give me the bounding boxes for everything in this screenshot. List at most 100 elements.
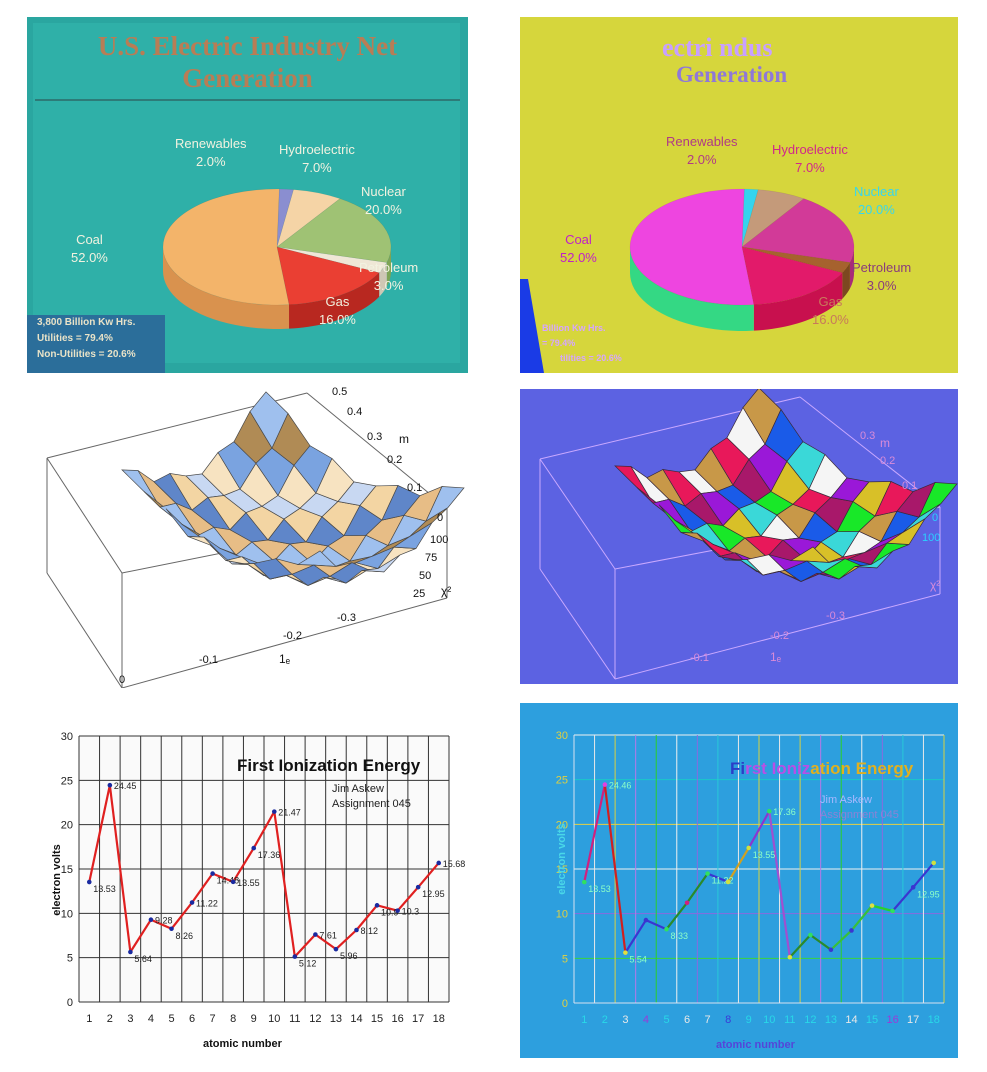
y-tick-label: 20: [61, 820, 73, 832]
recolored-label-hydroelectric: Hydroelectric 7.0%: [772, 142, 848, 175]
data-point: [787, 954, 793, 960]
x-tick-label: 14: [845, 1014, 857, 1026]
surface-patch: [918, 482, 958, 519]
z-tick-label: 0.3: [367, 431, 382, 443]
chi-tick-label: 50: [419, 570, 431, 582]
data-point: [766, 808, 772, 814]
pie-slice-renewables: [741, 188, 759, 248]
surface-plot-panel: 0.5 0.4 0.3 0.2 0.1 0 m 100 75 50 25 χ² -0.3 -0.2 -0.1…: [27, 383, 468, 688]
x-tick-label: 3: [127, 1013, 133, 1025]
recolored-label-petroleum: Petroleum 3.0%: [852, 260, 912, 293]
data-label: 15.68: [443, 859, 466, 869]
pie-side-coal: [630, 247, 754, 331]
pie-slice-coal: [162, 188, 290, 306]
recolored-pie-svg: [520, 188, 855, 373]
data-point: [931, 860, 937, 866]
x-tick-label: 18: [928, 1014, 940, 1026]
x-tick-label: 6: [189, 1013, 195, 1025]
x-tick-label: 15: [866, 1014, 878, 1026]
data-point: [128, 949, 133, 955]
x-tick-label: 11: [289, 1013, 300, 1025]
series-segment: [686, 873, 709, 904]
y-tick-label: 15: [556, 864, 568, 876]
z-axis-label: m: [399, 432, 409, 446]
x-tick-label: 1: [86, 1013, 92, 1025]
series-segment: [912, 862, 935, 889]
series-segment: [396, 886, 419, 912]
data-point: [86, 879, 92, 885]
x-tick-label: 9: [251, 1013, 257, 1025]
series-segment: [809, 934, 832, 951]
data-label: 8.12: [361, 926, 379, 936]
pie-slice-gas: [276, 246, 380, 305]
data-point: [251, 845, 257, 851]
series-segment: [355, 904, 378, 931]
series-segment: [129, 919, 152, 953]
recolored-depth-tick: -0.2: [770, 630, 789, 642]
data-point: [354, 927, 359, 933]
origin-label: 0: [119, 674, 125, 686]
data-point: [436, 860, 442, 866]
x-tick-label: 4: [148, 1013, 154, 1025]
data-point: [333, 946, 339, 952]
recolored-z-tick: 0.3: [860, 430, 875, 442]
left-blue-artifact: [520, 279, 544, 373]
series-segment: [252, 811, 276, 849]
x-tick-label: 9: [746, 1014, 752, 1026]
series-segment: [645, 919, 667, 931]
y-tick-label: 30: [556, 730, 568, 742]
data-label: 13.53: [588, 884, 611, 894]
data-point: [415, 884, 421, 890]
chi-tick-label: 75: [425, 552, 437, 564]
y-tick-label: 30: [61, 731, 73, 743]
recolored-y-axis-label: electron volts: [556, 823, 568, 895]
data-point: [169, 926, 174, 932]
chi-tick-label: 25: [413, 588, 425, 600]
series-segment: [768, 811, 791, 958]
slice-label-hydroelectric: Hydroelectric 7.0%: [279, 142, 355, 175]
data-point: [869, 903, 875, 908]
data-label: 24.45: [114, 781, 137, 791]
data-point: [664, 926, 669, 932]
recolored-depth-tick: -0.1: [690, 652, 709, 664]
series-segment: [624, 919, 647, 954]
x-tick-label: 17: [907, 1014, 919, 1026]
data-point: [374, 903, 380, 908]
data-point: [725, 879, 731, 885]
pie-slice-coal: [629, 188, 755, 306]
x-tick-label: 3: [622, 1014, 628, 1026]
pie-slice-gas: [741, 246, 843, 305]
pie-title-line1: U.S. Electric Industry Net: [97, 31, 398, 61]
depth-tick-label: -0.1: [199, 654, 218, 666]
note-utilities: Utilities = 79.4%: [37, 333, 113, 344]
x-axis-label: atomic number: [203, 1038, 282, 1050]
chart-subtitle-author: Jim Askew: [332, 783, 384, 795]
recolored-surface-panel: 0.3 0.2 0.1 0 100 -0.3 -0.2 -0.1 m χ² 1ₑ: [520, 389, 958, 684]
pie-slice-hydroelectric: [741, 189, 805, 248]
pie-side-nuclear: [386, 247, 391, 287]
pie-side-coal: [163, 247, 290, 329]
x-tick-label: 8: [725, 1014, 731, 1026]
data-label: 13.55: [753, 850, 776, 860]
z-tick-label: 0.4: [347, 406, 362, 418]
recolored-depth-axis-label: 1ₑ: [770, 650, 782, 664]
data-label: 17.36: [258, 850, 281, 860]
data-label: 8.33: [671, 931, 689, 941]
x-tick-label: 2: [107, 1013, 113, 1025]
pie-side-petroleum: [842, 262, 850, 299]
pie-slice-renewables: [276, 188, 294, 248]
data-label: 13.53: [93, 884, 116, 894]
recolored-chart-title: First Ionization Energy: [730, 759, 914, 778]
z-tick-label: 0.5: [332, 386, 347, 398]
slice-label-renewables: Renewables 2.0%: [175, 136, 247, 169]
y-tick-label: 0: [67, 997, 73, 1009]
pie-side-nuclear: [849, 247, 854, 289]
recolored-chi-axis-label: χ²: [930, 578, 940, 592]
series-segment: [707, 872, 729, 883]
recolored-note-utilities: = 79.4%: [542, 338, 576, 348]
series-segment: [314, 933, 337, 951]
x-tick-label: 7: [705, 1014, 711, 1026]
depth-axis-label: 1ₑ: [279, 652, 291, 666]
data-label: 21.47: [278, 808, 301, 818]
recolored-label-gas: Gas 16.0%: [812, 294, 849, 327]
